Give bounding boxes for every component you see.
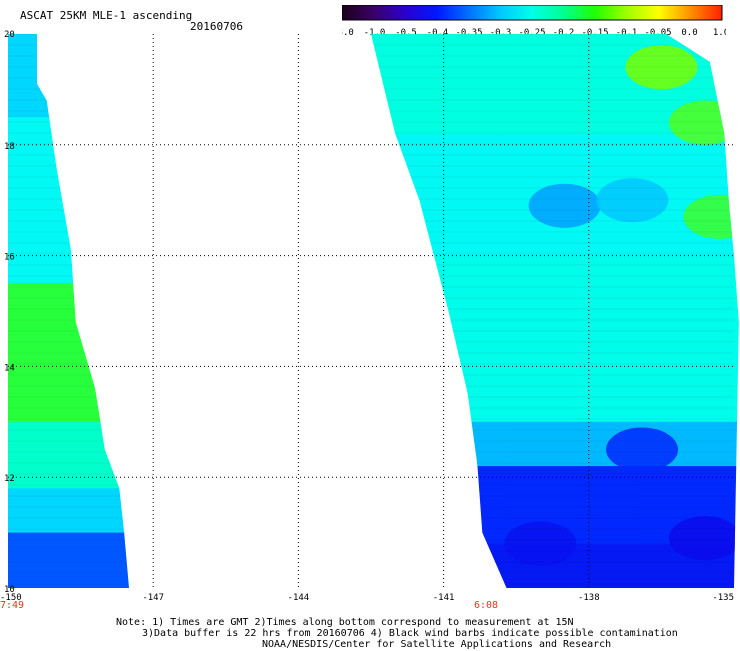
- colorbar-label: -0.35: [455, 28, 482, 38]
- lon-tick-label: -138: [578, 593, 600, 603]
- colorbar-label: 0.0: [681, 28, 697, 38]
- swath-west-zone: [8, 488, 129, 534]
- colorbar-label: -0.1: [616, 28, 638, 38]
- lat-tick-label: 10: [4, 585, 15, 595]
- time-label-mid: 6:08: [474, 600, 499, 611]
- lon-tick-label: -141: [433, 593, 455, 603]
- map-grid: [8, 34, 734, 588]
- footer-credit: NOAA/NESDIS/Center for Satellite Applica…: [262, 639, 612, 650]
- colorbar: -3.0-1.0-0.5-0.4-0.35-0.3-0.25-0.2-0.15-…: [342, 5, 726, 38]
- lat-tick-label: 12: [4, 474, 15, 484]
- swath-east-patch: [668, 100, 739, 145]
- lon-tick-label: -150: [0, 593, 22, 603]
- lon-tick-label: -144: [288, 593, 310, 603]
- colorbar-label: -0.5: [395, 28, 417, 38]
- colorbar-ramp: [342, 5, 723, 21]
- swath-east: [371, 34, 739, 588]
- swath-east-patch: [528, 183, 601, 228]
- swath-east-patch: [625, 45, 698, 90]
- lat-tick-label: 16: [4, 253, 15, 263]
- footer-note-2: 3)Data buffer is 22 hrs from 20160706 4)…: [142, 628, 678, 639]
- swath-east-zone: [371, 34, 739, 135]
- colorbar-label: -0.25: [518, 28, 545, 38]
- colorbar-label: -0.15: [581, 28, 608, 38]
- colorbar-label: 1.0: [713, 28, 726, 38]
- map-title: ASCAT 25KM MLE-1 ascending: [20, 9, 193, 22]
- swath-east-patch: [606, 427, 679, 472]
- colorbar-label: -1.0: [364, 28, 386, 38]
- colorbar-label: -0.2: [553, 28, 575, 38]
- colorbar-label: -3.0: [342, 28, 354, 38]
- lon-tick-label: -135: [712, 593, 734, 603]
- time-label-start: 7:49: [0, 600, 25, 611]
- colorbar-label: -0.05: [644, 28, 671, 38]
- swath-east-patch: [504, 521, 577, 566]
- swath-west-zone: [8, 532, 129, 588]
- swath-east-patch: [668, 516, 739, 561]
- swath-east-patch: [596, 178, 669, 223]
- lat-tick-label: 14: [4, 363, 15, 373]
- lat-tick-label: 20: [4, 30, 15, 40]
- footer-note-1: Note: 1) Times are GMT 2)Times along bot…: [116, 617, 574, 628]
- lat-tick-label: 18: [4, 142, 15, 152]
- colorbar-label: -0.4: [427, 28, 449, 38]
- map-date: 20160706: [190, 20, 243, 33]
- lon-tick-label: -147: [142, 593, 164, 603]
- colorbar-label: -0.3: [490, 28, 512, 38]
